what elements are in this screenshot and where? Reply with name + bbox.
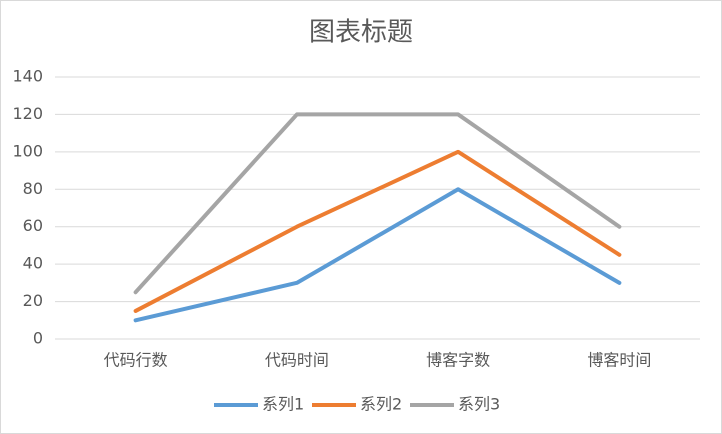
legend-label: 系列1: [262, 395, 304, 414]
y-tick-label: 120: [12, 104, 43, 123]
x-tick-label: 博客时间: [587, 351, 651, 370]
chart-title: 图表标题: [309, 18, 413, 48]
x-tick-label: 代码时间: [265, 351, 329, 370]
y-tick-label: 0: [33, 329, 43, 348]
y-tick-label: 20: [23, 291, 43, 310]
legend-label: 系列2: [360, 395, 402, 414]
y-tick-label: 100: [12, 141, 43, 160]
y-tick-label: 40: [23, 254, 43, 273]
x-tick-label: 博客字数: [426, 351, 490, 370]
y-tick-label: 140: [12, 67, 43, 86]
series-line: [133, 187, 622, 323]
y-tick-label: 80: [23, 179, 43, 198]
series-line: [133, 149, 622, 313]
y-tick-label: 60: [23, 216, 43, 235]
legend-label: 系列3: [458, 395, 500, 414]
x-tick-label: 代码行数: [104, 351, 168, 370]
series-line: [133, 112, 622, 295]
